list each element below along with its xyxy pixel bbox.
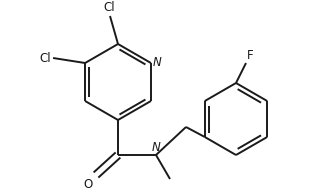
Text: F: F xyxy=(247,49,254,62)
Text: Cl: Cl xyxy=(103,1,115,14)
Text: N: N xyxy=(152,141,160,154)
Text: N: N xyxy=(153,55,162,69)
Text: O: O xyxy=(84,178,93,190)
Text: Cl: Cl xyxy=(39,51,51,64)
